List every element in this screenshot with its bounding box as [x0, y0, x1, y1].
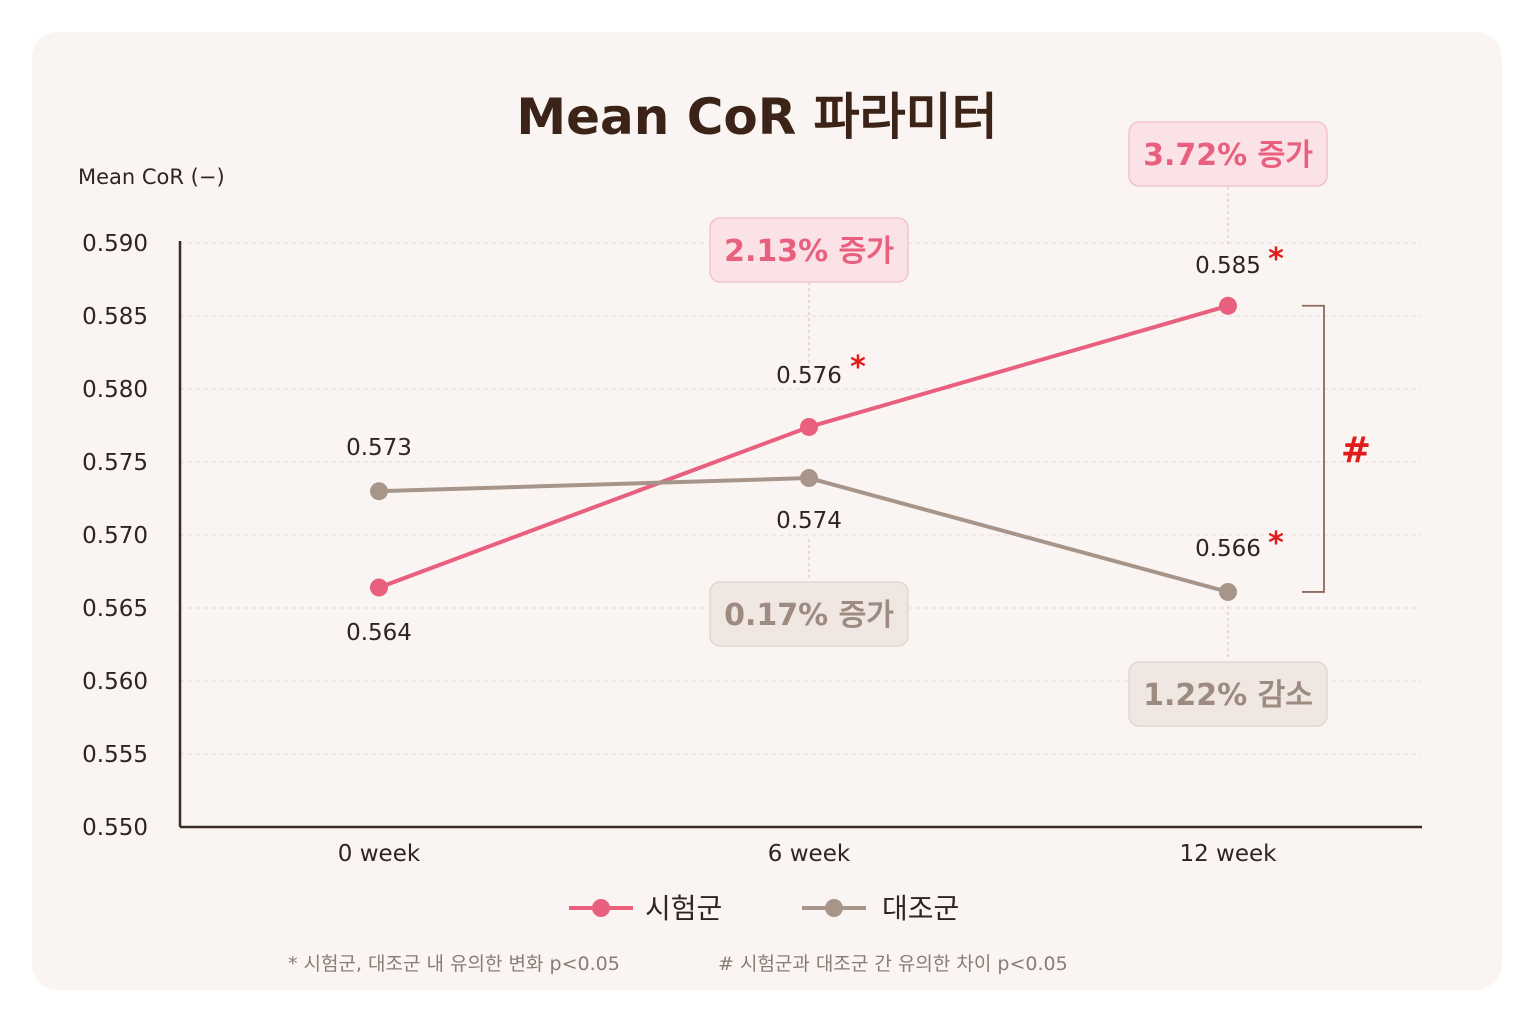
between-group-bracket: [1302, 304, 1325, 593]
significance-star: *: [1268, 242, 1284, 277]
y-tick-label: 0.575: [82, 450, 148, 476]
test-value-label: 0.585: [1195, 253, 1261, 279]
test-change-callout-text: 3.72% 증가: [1143, 138, 1313, 173]
legend-control-label: 대조군: [882, 892, 959, 925]
chart-title: Mean CoR 파라미터: [516, 88, 997, 146]
legend-control-marker: [825, 899, 843, 917]
y-tick-label: 0.590: [82, 231, 148, 257]
test-series-line: [378, 303, 1229, 590]
y-tick-label: 0.585: [82, 304, 148, 330]
y-tick-label: 0.565: [82, 596, 148, 622]
significance-hash: #: [1341, 430, 1371, 471]
control-value-label: 0.566: [1195, 536, 1261, 562]
control-value-label: 0.573: [346, 435, 412, 461]
test-value-label: 0.576: [776, 363, 842, 389]
control-change-callout-box: [1128, 661, 1328, 727]
y-axis-label: Mean CoR (−): [78, 165, 225, 189]
control-data-point: [800, 469, 818, 488]
control-change-callout-text: 0.17% 증가: [724, 598, 894, 633]
control-data-point: [370, 482, 388, 501]
y-tick-label: 0.560: [82, 669, 148, 695]
test-data-point: [1219, 296, 1237, 315]
control-change-callout-box: [709, 581, 909, 647]
y-tick-label: 0.550: [82, 815, 148, 841]
test-change-callout-text: 2.13% 증가: [724, 234, 894, 269]
x-tick-label: 12 week: [1179, 841, 1277, 867]
footnote-within-group: * 시험군, 대조군 내 유의한 변화 p<0.05: [288, 953, 620, 975]
significance-star: *: [1268, 526, 1284, 561]
legend-test-label: 시험군: [645, 892, 722, 925]
y-tick-label: 0.555: [82, 742, 148, 768]
x-tick-label: 0 week: [338, 841, 421, 867]
legend-test-marker: [592, 899, 610, 917]
y-tick-label: 0.580: [82, 377, 148, 403]
test-data-point: [370, 578, 388, 597]
y-tick-label: 0.570: [82, 523, 148, 549]
test-value-label: 0.564: [346, 620, 412, 646]
control-change-callout-text: 1.22% 감소: [1143, 678, 1313, 713]
test-change-callout-box: [709, 217, 909, 283]
test-change-callout-box: [1128, 121, 1328, 187]
control-data-point: [1219, 582, 1237, 601]
significance-star: *: [850, 350, 866, 385]
chart-card: Mean CoR 파라미터 Mean CoR (−) 0.590 0.585 0.580…: [32, 32, 1502, 990]
test-data-point: [800, 417, 818, 436]
control-value-label: 0.574: [776, 508, 842, 534]
footnote-between-group: # 시험군과 대조군 간 유의한 차이 p<0.05: [718, 953, 1068, 975]
line-chart: Mean CoR 파라미터 Mean CoR (−) 0.590 0.585 0.580…: [78, 88, 1422, 975]
x-tick-label: 6 week: [768, 841, 851, 867]
